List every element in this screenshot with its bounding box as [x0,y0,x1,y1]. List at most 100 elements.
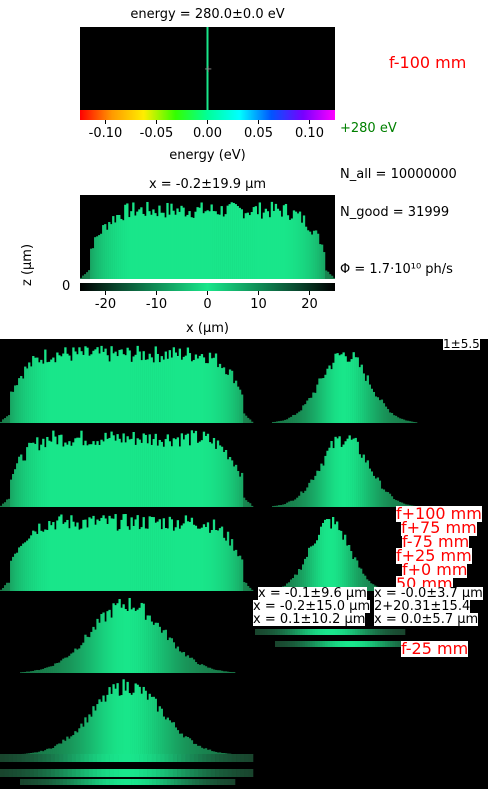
stack-left-1-bar [206,433,210,507]
strip-d-cell [282,629,286,635]
stack-right-1-bar [284,504,287,507]
stack-left-0-bar [76,354,79,423]
stack-left-1-bar [128,439,131,507]
strip-c-cell [202,779,207,785]
strip-d-cell [380,629,383,635]
stack-left-0-bar [124,355,127,423]
stack-left-3-bar [58,662,61,673]
x-hist-bar [84,274,87,279]
stack-right-0-bar [300,410,303,423]
stack-right-1-bar [296,497,299,507]
stack-right-1-bar [380,488,384,507]
stack-left-0-bar [186,347,190,423]
stack-left-1-bar [126,436,129,507]
strip-a-cell [202,754,207,762]
stack-right-1-bar [350,439,353,507]
stack-left-0-bar [152,362,155,423]
stack-left-0-bar [182,356,186,423]
stack-left-2-bar [82,519,85,591]
stack-left-3-bar [108,609,111,673]
x-hist-bar [248,215,251,279]
stack-left-4-bar [80,723,83,755]
strip-c-cell [166,779,171,785]
strip-a-cell [240,754,245,762]
stack-left-3-bar [102,612,105,673]
stack-left-4-bar [40,750,43,755]
stack-left-0-bar [136,345,139,423]
x-hist-bar [146,201,149,279]
stack-left-4-bar [84,717,87,755]
stack-left-2-bar [244,582,248,591]
stack-left-1-bar [140,442,143,507]
stack-right-1-bar [356,441,359,507]
n-good-label: N_good = 31999 [340,205,450,220]
stack-left-4-bar [200,747,204,755]
stack-left-1-bar [106,438,109,507]
focus-label-4: f+0 mm [402,560,468,579]
stack-left-2-bar [2,587,5,591]
stack-left-4-bar [30,752,33,755]
stack-left-0-bar [80,351,83,423]
stack-left-0-bar [146,359,149,423]
energy-xlabel: energy (eV) [169,148,246,163]
stack-left-2-bar [76,522,79,591]
strip-a-cell [227,754,233,762]
energy-colorbar [80,110,335,120]
stack-left-1-bar [48,440,51,507]
stack-left-0-bar [214,353,218,423]
strip-d-cell [275,629,278,635]
stack-left-3-bar [184,656,188,673]
strip-c-cell [66,779,71,785]
x-hist-bar [212,211,215,279]
stack-left-2-bar [100,517,103,591]
stack-right-0-bar [360,364,363,423]
x-title: x = -0.2±19.9 µm [148,177,267,192]
stack-left-2-bar [142,517,145,591]
stack-right-1-bar [342,444,345,507]
strip-e-cell [297,641,301,647]
strip-c-cell [80,779,85,785]
stack-left-3-bar [200,664,204,673]
stack-left-2-bar [132,525,135,591]
focus-label-1: f+75 mm [401,518,477,537]
stack-left-3-bar [28,671,31,673]
x-tick-label: 0 [203,297,211,312]
strip-e-cell [365,641,368,647]
stack-left-3-bar [82,642,85,673]
strip-b-cell [46,769,51,777]
stack-left-3-bar [106,611,109,673]
stack-left-3-bar [68,655,71,673]
stack-left-4-bar [86,722,89,755]
stack-left-4-bar [212,751,216,755]
strip-e-cell [377,641,381,647]
stack-left-4-bar [164,719,167,755]
stack-left-1-bar [56,444,59,507]
x-hist-bar [172,210,175,279]
stack-left-1-bar [234,464,238,507]
strip-e-cell [367,641,371,647]
energy-title: energy = 280.0±0.0 eV [130,7,285,22]
strip-b-cell [16,769,22,777]
stack-right-1-bar [352,438,355,507]
stack-left-0-bar [236,386,240,423]
stack-left-0-bar [184,355,188,423]
stack-right-1-bar [406,504,410,507]
x-hist-bar [312,230,316,279]
stack-left-0-bar [210,358,214,423]
stack-left-0-bar [102,351,105,423]
stack-left-2-bar [22,543,25,591]
stack-left-1-bar [26,447,29,507]
stack-left-3-bar [118,599,121,673]
x-hist-bar [296,213,300,279]
stack-left-3-bar [138,607,141,673]
stack-right-1-bar [384,491,388,507]
x-hist-bar [128,217,131,279]
x-hist-bar [274,203,278,279]
stack-left-0-bar [154,346,157,423]
stack-left-3-bar [66,657,69,673]
stack-right-1-bar [326,450,329,507]
strip-b-cell [172,769,178,777]
x-hist-bar [186,214,189,279]
x-hist-bar [250,212,253,279]
strip-c-cell [84,779,89,785]
